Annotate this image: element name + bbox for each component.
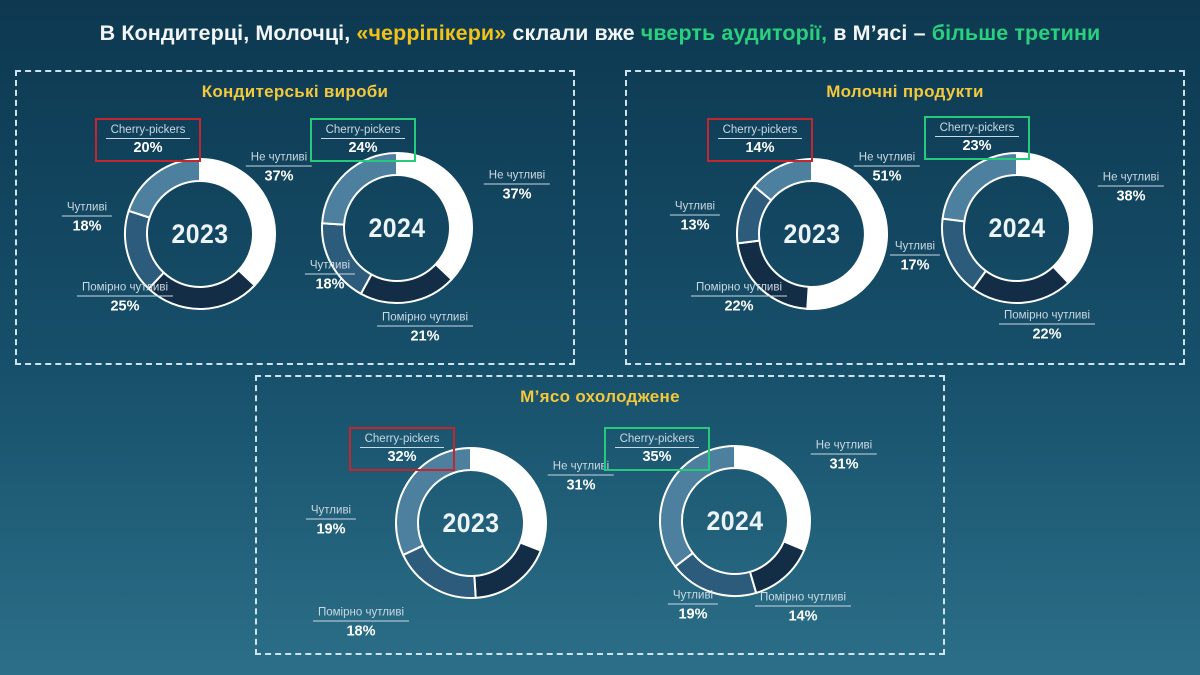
year-label: 2024 <box>988 212 1046 243</box>
main-title-segment: В Кондитерці, Молочці, <box>99 21 357 45</box>
label-pomirno-chutlyvi: Помірно чутливі 22% <box>690 282 788 315</box>
donut-chart-2023 <box>124 158 276 310</box>
cherry-pickers-label: Cherry-pickers <box>105 124 191 139</box>
donut-chart-2024 <box>941 152 1093 304</box>
cherry-pickers-highlight-box: Cherry-pickers 24% <box>310 118 416 162</box>
panel-myaso-okholodzhene: М’ясо охолоджене 2023 Cherry-pickers 32%… <box>255 375 945 655</box>
label-ne-chutlyvi: Не чутливі 37% <box>245 152 313 185</box>
panel-title: Кондитерські вироби <box>201 82 389 101</box>
label-chutlyvi: Чутливі 19% <box>305 505 357 538</box>
label-pomirno-chutlyvi: Помірно чутливі 22% <box>998 310 1096 343</box>
cherry-pickers-label: Cherry-pickers <box>320 124 406 139</box>
year-label: 2023 <box>783 218 841 249</box>
label-ne-chutlyvi: Не чутливі 31% <box>810 440 878 473</box>
label-chutlyvi: Чутливі 13% <box>669 201 721 234</box>
cherry-pickers-highlight-box: Cherry-pickers 35% <box>604 427 710 471</box>
label-chutlyvi: Чутливі 18% <box>304 260 356 293</box>
year-label: 2024 <box>368 212 426 243</box>
cherry-pickers-label: Cherry-pickers <box>359 433 445 448</box>
cherry-pickers-label: Cherry-pickers <box>934 122 1020 137</box>
cherry-pickers-pct: 24% <box>348 140 378 156</box>
cherry-pickers-label: Cherry-pickers <box>717 124 803 139</box>
cherry-pickers-highlight-box: Cherry-pickers 23% <box>924 116 1030 160</box>
cherry-pickers-pct: 23% <box>962 138 992 154</box>
panel-konditerski-vyroby: Кондитерські вироби 2023 Cherry-pickers … <box>15 70 575 365</box>
main-title-segment: в М’ясі – <box>827 21 932 45</box>
year-label: 2024 <box>706 505 764 536</box>
panel-title: М’ясо охолоджене <box>520 387 680 406</box>
donut-segment-ne <box>806 158 888 310</box>
main-title-segment: чверть аудиторії, <box>640 21 828 45</box>
label-pomirno-chutlyvi: Помірно чутливі 25% <box>76 282 174 315</box>
label-chutlyvi: Чутливі 19% <box>667 590 719 623</box>
label-ne-chutlyvi: Не чутливі 31% <box>547 461 615 494</box>
label-chutlyvi: Чутливі 18% <box>61 202 113 235</box>
main-title-segment: більше третини <box>931 21 1101 45</box>
panel-molochni-produkty: Молочні продукти 2023 Cherry-pickers 14%… <box>625 70 1185 365</box>
cherry-pickers-label: Cherry-pickers <box>614 433 700 448</box>
year-label: 2023 <box>171 218 229 249</box>
panel-title: Молочні продукти <box>826 82 984 101</box>
label-chutlyvi: Чутливі 17% <box>889 241 941 274</box>
donut-chart-2023 <box>395 447 547 599</box>
label-pomirno-chutlyvi: Помірно чутливі 21% <box>376 312 474 345</box>
label-pomirno-chutlyvi: Помірно чутливі 18% <box>312 607 410 640</box>
main-title: В Кондитерці, Молочці, «черріпікери» скл… <box>0 21 1200 46</box>
label-ne-chutlyvi: Не чутливі 38% <box>1097 172 1165 205</box>
donut-segment-cherry <box>941 152 1018 223</box>
main-title-segment: склали вже <box>506 21 641 45</box>
cherry-pickers-highlight-box: Cherry-pickers 20% <box>95 118 201 162</box>
main-title-segment: «черріпікери» <box>356 21 507 45</box>
cherry-pickers-pct: 35% <box>642 449 672 465</box>
label-ne-chutlyvi: Не чутливі 51% <box>853 152 921 185</box>
year-label: 2023 <box>442 507 500 538</box>
cherry-pickers-pct: 14% <box>745 140 775 156</box>
cherry-pickers-pct: 20% <box>133 140 163 156</box>
label-pomirno-chutlyvi: Помірно чутливі 14% <box>754 592 852 625</box>
donut-segment-cherry <box>321 152 398 226</box>
cherry-pickers-highlight-box: Cherry-pickers 14% <box>707 118 813 162</box>
label-ne-chutlyvi: Не чутливі 37% <box>483 170 551 203</box>
cherry-pickers-highlight-box: Cherry-pickers 32% <box>349 427 455 471</box>
donut-segment-cherry <box>395 447 472 556</box>
donut-chart-2023 <box>736 158 888 310</box>
cherry-pickers-pct: 32% <box>387 449 417 465</box>
donut-chart-2024 <box>659 445 811 597</box>
donut-segment-cherry <box>659 445 736 568</box>
donut-chart-2024 <box>321 152 473 304</box>
